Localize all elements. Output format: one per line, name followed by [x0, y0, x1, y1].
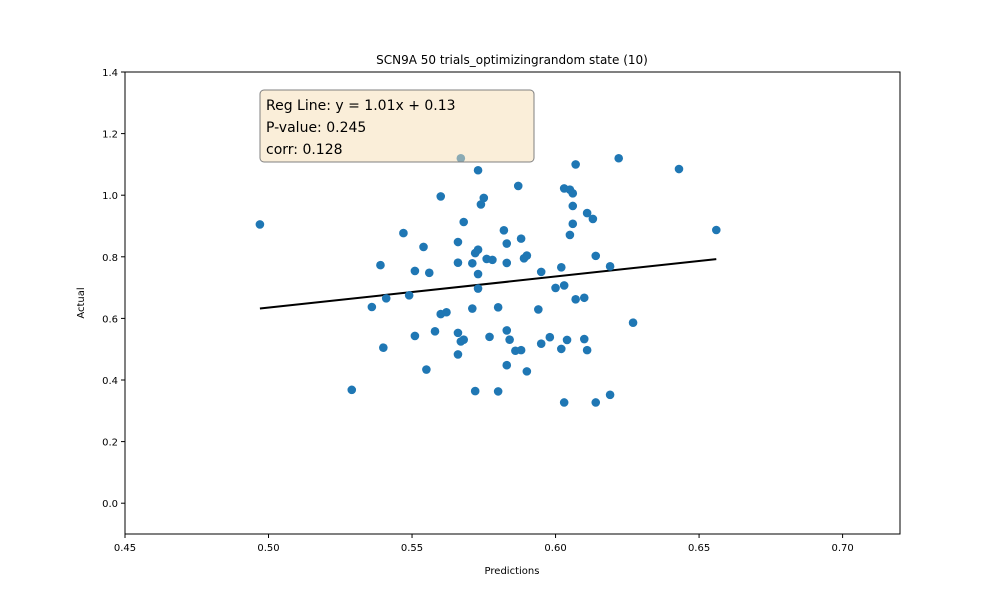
x-axis-label: Predictions	[485, 566, 540, 577]
data-point	[453, 237, 463, 247]
data-point	[367, 302, 377, 312]
data-point	[468, 258, 477, 268]
y-tick-label: 0.2	[102, 438, 118, 449]
data-point	[505, 335, 514, 344]
y-axis-label: Actual	[76, 287, 87, 318]
data-point	[582, 208, 592, 218]
annotation-line: Reg Line: y = 1.01x + 0.13	[266, 98, 456, 114]
data-point	[453, 350, 463, 359]
data-point	[522, 367, 532, 376]
y-tick-label: 0.8	[102, 253, 118, 264]
data-point	[473, 245, 483, 255]
data-point	[502, 326, 512, 335]
data-point	[379, 343, 388, 352]
annotation-line: P-value: 0.245	[266, 120, 366, 136]
data-point	[470, 386, 480, 396]
data-point	[711, 225, 721, 235]
data-point	[347, 385, 357, 395]
data-point	[459, 335, 469, 344]
data-point	[513, 181, 523, 191]
data-point	[536, 339, 546, 348]
x-tick-label: 0.50	[257, 543, 279, 554]
x-tick-label: 0.55	[401, 543, 423, 554]
y-tick-label: 0.6	[102, 314, 118, 325]
data-point	[556, 344, 566, 354]
data-point	[404, 291, 414, 300]
data-point	[534, 305, 543, 314]
y-tick-label: 1.4	[102, 68, 118, 79]
regression-line	[259, 258, 717, 310]
data-point	[436, 192, 446, 201]
y-tick-label: 1.0	[102, 191, 118, 202]
data-point	[582, 345, 592, 355]
data-point	[376, 260, 385, 270]
data-point	[571, 295, 580, 304]
data-point	[614, 153, 624, 163]
data-point	[579, 293, 589, 303]
x-tick-label: 0.45	[114, 543, 136, 554]
data-point	[493, 387, 503, 396]
data-point	[559, 398, 569, 407]
data-point	[453, 258, 463, 267]
x-tick-label: 0.60	[544, 543, 566, 554]
data-point	[551, 283, 560, 293]
data-point	[522, 251, 532, 260]
data-point	[516, 234, 526, 243]
data-point	[562, 335, 572, 345]
data-point	[502, 360, 512, 370]
data-point	[591, 251, 601, 261]
data-point	[605, 390, 615, 400]
annotation-line: corr: 0.128	[266, 142, 343, 158]
data-point	[591, 398, 601, 407]
data-point	[419, 242, 428, 252]
data-point	[568, 219, 578, 229]
data-point	[568, 201, 578, 211]
data-point	[502, 258, 512, 268]
data-point	[488, 255, 497, 265]
data-point	[459, 217, 469, 227]
data-point	[476, 200, 486, 209]
data-point	[674, 164, 684, 174]
data-point	[536, 267, 546, 277]
data-point	[424, 268, 434, 278]
data-point	[399, 228, 408, 238]
data-point	[588, 214, 598, 224]
x-tick-label: 0.65	[688, 543, 710, 554]
y-tick-label: 0.4	[102, 376, 118, 387]
data-point	[605, 262, 615, 271]
data-point	[473, 165, 483, 175]
data-point	[422, 365, 431, 374]
data-point	[453, 328, 463, 338]
y-tick-label: 0.0	[102, 499, 118, 510]
data-point	[381, 294, 391, 303]
data-point	[628, 318, 638, 328]
data-point	[410, 266, 420, 276]
data-point	[493, 303, 503, 312]
data-point	[473, 284, 483, 293]
data-point	[565, 230, 575, 240]
data-point	[479, 193, 489, 203]
data-point	[556, 262, 566, 272]
data-point	[473, 269, 483, 279]
data-point	[485, 332, 494, 342]
data-point	[499, 226, 509, 235]
data-point	[502, 239, 512, 248]
data-point	[430, 327, 440, 336]
x-tick-label: 0.70	[831, 543, 853, 554]
data-point	[516, 345, 526, 355]
data-point	[410, 331, 420, 341]
chart-title: SCN9A 50 trials_optimizingrandom state (…	[376, 53, 648, 67]
data-point	[579, 334, 589, 344]
data-point	[545, 332, 555, 342]
data-point	[442, 307, 451, 317]
data-point	[571, 160, 580, 169]
data-point	[255, 220, 265, 229]
data-point	[568, 189, 578, 198]
y-tick-label: 1.2	[102, 130, 118, 141]
data-point	[559, 281, 569, 290]
plot-frame	[124, 71, 901, 535]
annotation-box	[259, 89, 535, 163]
data-point	[468, 304, 477, 313]
